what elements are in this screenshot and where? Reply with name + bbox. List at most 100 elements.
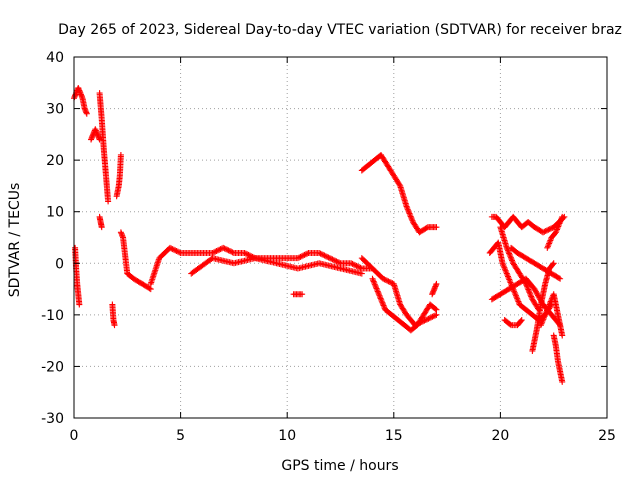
- data-point: [374, 287, 381, 294]
- data-point: [542, 228, 549, 235]
- series-t10: [290, 291, 306, 298]
- series-t19: [501, 317, 525, 329]
- data-point: [210, 249, 217, 256]
- data-point: [168, 245, 175, 252]
- data-point: [524, 283, 531, 290]
- data-point: [559, 332, 566, 339]
- data-point: [332, 257, 339, 264]
- data-point: [422, 317, 429, 324]
- series-t8: [147, 244, 376, 287]
- data-point: [413, 321, 420, 328]
- data-point: [380, 275, 387, 282]
- data-point: [349, 260, 356, 267]
- data-point: [146, 285, 153, 292]
- data-point: [381, 303, 388, 310]
- data-point: [221, 245, 228, 252]
- series-t6: [113, 151, 124, 200]
- data-point: [555, 275, 562, 282]
- data-point: [357, 264, 364, 271]
- data-point: [375, 291, 382, 298]
- series-t13: [358, 255, 440, 329]
- data-point: [404, 204, 411, 211]
- data-point: [176, 249, 183, 256]
- data-point: [423, 224, 430, 231]
- y-tick-label: -30: [41, 411, 64, 427]
- data-point: [301, 251, 308, 258]
- data-point: [421, 317, 428, 324]
- data-point: [320, 251, 327, 258]
- data-point: [369, 275, 376, 282]
- data-point: [350, 261, 357, 268]
- data-point: [549, 261, 556, 268]
- data-point: [522, 280, 529, 287]
- data-point: [404, 206, 411, 213]
- data-point: [417, 319, 424, 326]
- data-point: [406, 210, 413, 217]
- data-point: [326, 255, 333, 262]
- data-point: [376, 292, 383, 299]
- data-point: [298, 253, 305, 260]
- data-point: [433, 224, 440, 231]
- data-point: [429, 313, 436, 320]
- data-point: [170, 246, 177, 253]
- data-point: [316, 249, 323, 256]
- series-t12: [369, 275, 440, 334]
- data-point: [525, 287, 532, 294]
- series-t0: [71, 84, 90, 117]
- x-tick-label: 15: [385, 428, 403, 444]
- data-point: [433, 311, 440, 318]
- data-point: [321, 252, 328, 259]
- data-point: [352, 262, 359, 269]
- data-point: [428, 314, 435, 321]
- data-point: [541, 228, 548, 235]
- data-point: [506, 321, 513, 328]
- data-point: [540, 229, 547, 236]
- data-point: [526, 289, 533, 296]
- data-point: [375, 289, 382, 296]
- data-point: [506, 250, 513, 257]
- data-point: [531, 286, 538, 293]
- data-point: [147, 286, 154, 293]
- x-tick-label: 25: [598, 428, 616, 444]
- data-point: [527, 292, 534, 299]
- data-point: [517, 318, 524, 325]
- series-t14: [429, 280, 440, 298]
- plot-frame: [73, 56, 608, 419]
- data-point: [525, 286, 532, 293]
- y-tick-label: 20: [46, 153, 64, 169]
- data-point: [297, 253, 304, 260]
- data-point: [304, 250, 311, 257]
- data-point: [545, 226, 552, 233]
- data-point: [299, 291, 306, 298]
- x-tick-label: 5: [176, 428, 185, 444]
- data-point: [356, 264, 363, 271]
- data-point: [407, 211, 414, 218]
- y-tick-label: 0: [55, 256, 64, 272]
- data-point: [216, 246, 223, 253]
- data-point: [330, 257, 337, 264]
- data-point: [408, 216, 415, 223]
- data-point: [371, 279, 378, 286]
- data-point: [506, 251, 513, 258]
- data-point: [426, 315, 433, 322]
- data-point: [242, 250, 249, 257]
- data-point: [228, 248, 235, 255]
- x-tick-label: 20: [491, 428, 509, 444]
- data-point: [557, 275, 564, 282]
- data-point: [424, 316, 431, 323]
- chart-title: Day 265 of 2023, Sidereal Day-to-day VTE…: [58, 22, 622, 38]
- data-point: [225, 247, 232, 254]
- data-point: [433, 280, 440, 287]
- data-point: [550, 260, 557, 267]
- data-point: [174, 248, 181, 255]
- data-point: [166, 244, 173, 251]
- data-point: [83, 110, 90, 117]
- data-point: [408, 214, 415, 221]
- data-point: [222, 246, 229, 253]
- data-point: [527, 290, 534, 297]
- data-point: [377, 295, 384, 302]
- data-marks: [71, 84, 568, 385]
- y-tick-label: -20: [41, 359, 64, 375]
- data-point: [504, 247, 511, 254]
- data-point: [405, 207, 412, 214]
